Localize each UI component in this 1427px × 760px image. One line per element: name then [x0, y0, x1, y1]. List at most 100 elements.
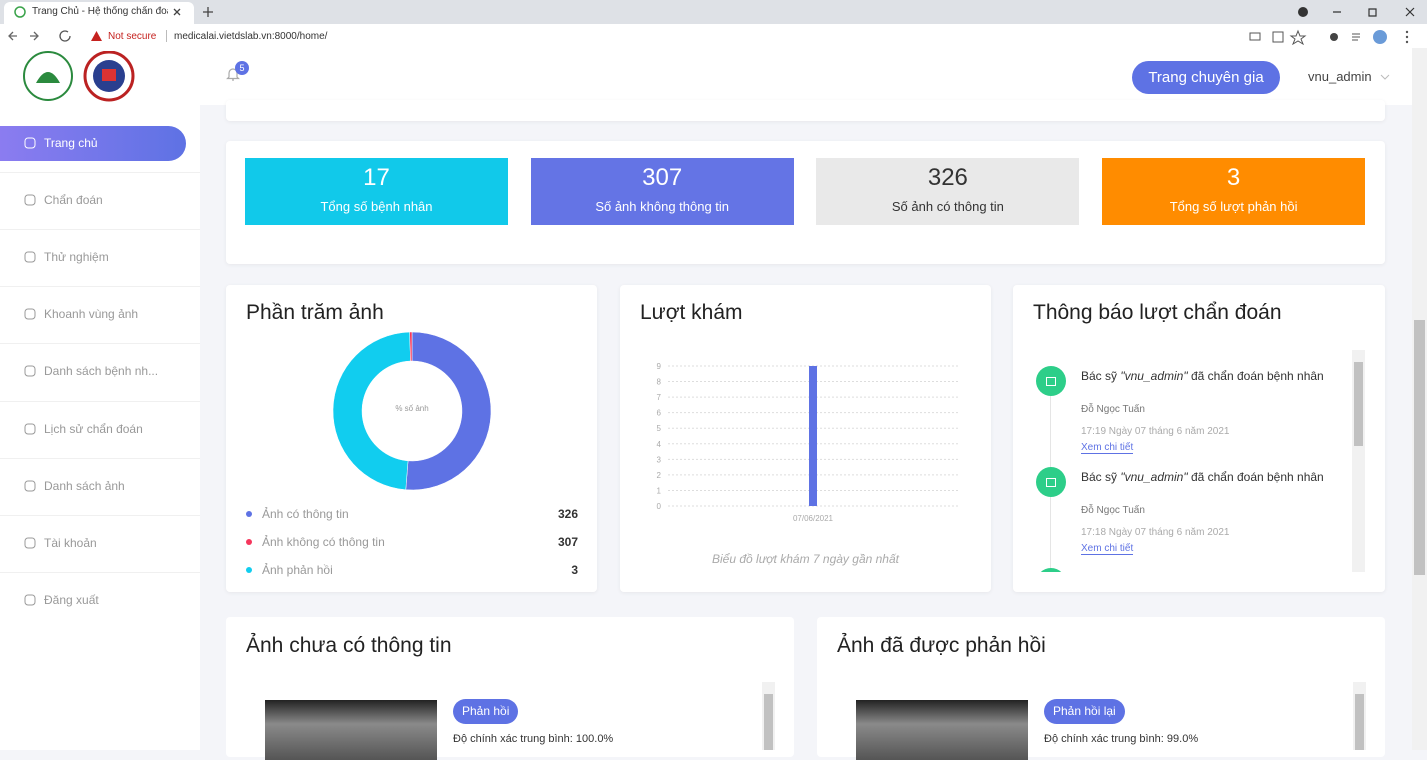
- separator: [0, 229, 200, 231]
- stat-label: Số ảnh có thông tin: [891, 199, 1004, 214]
- accuracy: Độ chính xác trung bình: 100.0%: [453, 733, 614, 745]
- notification-time: 17:18 Ngày 07 tháng 6 năm 2021: [1081, 527, 1230, 538]
- feedback-button[interactable]: Phản hồi: [453, 699, 519, 724]
- y-tick-label: 6: [657, 409, 662, 418]
- menu-item[interactable]: Danh sách ảnh: [44, 478, 125, 493]
- page-scroll-thumb[interactable]: [1414, 320, 1425, 575]
- url[interactable]: medicalai.vietdslab.vn:8000/home/: [174, 31, 328, 42]
- notification-list: Bác sỹ "vnu_admin" đã chẩn đoán bệnh nhâ…: [1033, 350, 1353, 572]
- sidebar: [0, 48, 200, 750]
- y-tick-label: 2: [657, 471, 662, 480]
- stat-box: 307 Số ảnh không thông tin: [530, 158, 794, 225]
- menu-item[interactable]: Thử nghiệm: [44, 250, 109, 265]
- tab-icon: [14, 6, 26, 18]
- y-tick-label: 3: [657, 455, 662, 464]
- menu-icon: [24, 423, 36, 434]
- legend-label: Ảnh có thông tin: [262, 506, 349, 521]
- timeline-icon: [1036, 366, 1066, 396]
- action: đã chẩn đoán bệnh nhân: [1190, 470, 1324, 484]
- icon-shape: [24, 365, 36, 377]
- timeline-icon: [1036, 467, 1066, 497]
- detail-link[interactable]: Xem chi tiết: [1081, 442, 1134, 454]
- doctor-name: "vnu_admin": [1120, 369, 1188, 383]
- icon-shape: [24, 194, 36, 206]
- user-name[interactable]: vnu_admin: [1308, 69, 1372, 84]
- y-tick-label: 7: [657, 393, 662, 402]
- menu-icon: [24, 537, 36, 549]
- notification-time: 17:19 Ngày 07 tháng 6 năm 2021: [1081, 426, 1230, 437]
- window-controls[interactable]: [1295, 5, 1420, 19]
- tab[interactable]: [4, 2, 194, 24]
- warning-icon: [91, 31, 102, 41]
- patient-name: Đỗ Ngọc Tuấn: [1081, 505, 1145, 516]
- separator: [0, 343, 200, 345]
- legend-value: 326: [558, 507, 578, 521]
- card-title: Ảnh đã được phản hồi: [837, 634, 1046, 657]
- stat-box: 3 Tổng số lượt phản hồi: [1102, 158, 1366, 225]
- icon-shape: [24, 594, 36, 606]
- doctor-prefix: Bác sỹ: [1081, 470, 1118, 484]
- stat-value: 3: [1226, 164, 1241, 191]
- menu-item[interactable]: Danh sách bệnh nh...: [44, 364, 159, 379]
- stat-value: 326: [927, 164, 968, 191]
- icon-shape: [24, 137, 36, 149]
- feedback-button[interactable]: Phản hồi lại: [1044, 699, 1125, 724]
- y-tick-label: 0: [657, 502, 662, 511]
- menu-item[interactable]: Khoanh vùng ảnh: [44, 307, 139, 322]
- x-tick-label: 07/06/2021: [793, 514, 834, 523]
- icon-shape: [1046, 478, 1056, 487]
- notification-text: Bác sỹ "vnu_admin" đã chẩn đoán bệnh nhâ…: [1081, 369, 1324, 383]
- donut-chart: % số ảnh Ảnh có thông tin 326 Ảnh không có…: [246, 331, 578, 577]
- calendar-icon: [1046, 478, 1056, 487]
- new-tab[interactable]: [202, 6, 214, 18]
- notification-text: Bác sỹ "vnu_admin" đã chẩn đoán bệnh nhâ…: [1081, 470, 1324, 484]
- y-tick-label: 5: [657, 424, 662, 433]
- visits-card: [620, 285, 991, 592]
- active-pill[interactable]: [0, 126, 186, 161]
- top-card: [226, 100, 1385, 121]
- expert-button[interactable]: Trang chuyên gia: [1132, 61, 1280, 94]
- icon-shape: [24, 308, 36, 320]
- icon-shape: [24, 423, 36, 434]
- tab-close[interactable]: [172, 7, 182, 17]
- separator: [0, 457, 200, 459]
- menu-item[interactable]: Lịch sử chẩn đoán: [44, 421, 143, 436]
- legend-label: Ảnh phản hồi: [262, 562, 333, 577]
- donut-segment: [405, 331, 492, 491]
- timeline-icon: [1036, 568, 1066, 572]
- security-label: Not secure: [108, 31, 157, 42]
- menu-item[interactable]: Trang chủ: [44, 136, 98, 150]
- menu-item[interactable]: Chẩn đoán: [44, 193, 103, 208]
- stat-label: Tổng số lượt phản hồi: [1169, 199, 1298, 214]
- stat-value: 17: [363, 164, 390, 191]
- y-tick-label: 8: [657, 378, 662, 387]
- menu-icon: [24, 308, 36, 320]
- nav-buttons[interactable]: [8, 29, 78, 43]
- legend-value: 307: [558, 535, 578, 549]
- toolbar-icons[interactable]: [1248, 29, 1418, 45]
- action: đã chẩn đoán bệnh nhân: [1190, 369, 1324, 383]
- notification-badge: 5: [235, 61, 249, 75]
- panel-scroll-thumb[interactable]: [1355, 694, 1364, 750]
- menu-item[interactable]: Tài khoản: [44, 535, 97, 550]
- separator: [0, 286, 200, 288]
- calendar-icon: [1046, 377, 1056, 386]
- donut-center-label: % số ảnh: [395, 404, 428, 413]
- list-scroll-thumb[interactable]: [1354, 362, 1363, 446]
- legend-value: 3: [571, 563, 578, 577]
- separator: [0, 514, 200, 516]
- legend-dot: [246, 567, 252, 573]
- menu-item[interactable]: Đăng xuất: [44, 592, 99, 607]
- xray-thumbnail: [856, 700, 1028, 760]
- menu-icon: [24, 194, 36, 206]
- accuracy: Độ chính xác trung bình: 99.0%: [1044, 733, 1199, 745]
- xray-thumbnail: [265, 700, 437, 760]
- detail-link[interactable]: Xem chi tiết: [1081, 543, 1134, 555]
- divider: [166, 30, 167, 42]
- notifications-card: [1013, 285, 1385, 592]
- legend-label: Ảnh không có thông tin: [262, 534, 385, 549]
- panel-scroll-thumb[interactable]: [764, 694, 773, 750]
- y-tick-label: 9: [657, 362, 662, 371]
